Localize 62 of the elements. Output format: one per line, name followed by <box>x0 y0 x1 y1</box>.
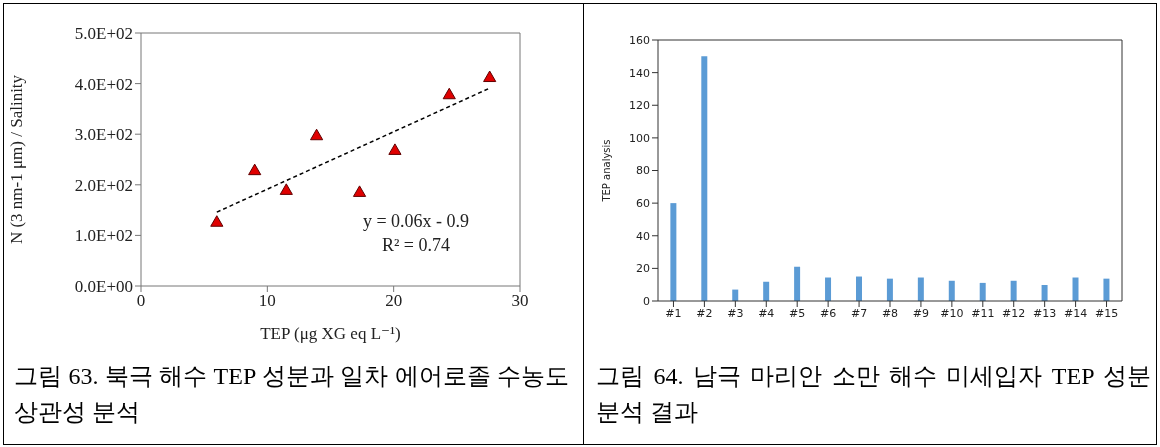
x-tick-label: #5 <box>789 306 806 320</box>
x-tick-label: #3 <box>727 306 744 320</box>
x-tick-label: #12 <box>1002 306 1026 320</box>
y-tick-label: 4.0E+02 <box>74 74 133 94</box>
bar <box>763 281 770 301</box>
y-tick-label: 0.0E+00 <box>74 277 133 297</box>
y-tick-label: 2.0E+02 <box>74 175 133 195</box>
x-axis-title: TEP (μg XG eq L⁻¹) <box>260 324 401 343</box>
x-tick-label: #11 <box>971 306 995 320</box>
annotation: y = 0.06x - 0.9 <box>361 211 471 232</box>
x-tick-label: 10 <box>258 291 276 311</box>
x-tick-label: #15 <box>1094 306 1119 320</box>
y-tick-label: 100 <box>629 131 650 145</box>
y-axis-title: N (3 nm-1 μm) / Salinity <box>7 74 27 245</box>
bar <box>794 266 801 301</box>
y-tick-label: 3.0E+02 <box>74 125 133 145</box>
y-tick-label: 160 <box>629 33 650 47</box>
y-tick-label: 80 <box>636 164 650 178</box>
bar <box>917 277 924 301</box>
x-tick-label: #1 <box>665 306 682 320</box>
y-tick-label: 60 <box>636 197 650 211</box>
x-tick-label: #13 <box>1033 306 1057 320</box>
x-tick-label: #7 <box>850 306 868 320</box>
x-tick-label: #6 <box>820 306 837 320</box>
y-tick-label: 140 <box>629 66 650 80</box>
point <box>248 163 262 176</box>
x-tick-label: 30 <box>511 291 529 311</box>
y-tick-label: 5.0E+02 <box>74 24 133 44</box>
text: 그림 63. 북극 해수 TEP 성분과 일차 에어로졸 수농도 상관성 분석 <box>14 362 569 427</box>
bar <box>1072 277 1079 301</box>
x-tick-label: #2 <box>696 306 713 320</box>
bar <box>1041 285 1048 301</box>
bar <box>1103 278 1110 301</box>
x-tick-label: 20 <box>385 291 403 311</box>
bar <box>855 276 862 301</box>
bar <box>948 280 955 301</box>
x-tick-label: #8 <box>881 306 899 320</box>
bar <box>825 277 832 301</box>
y-tick-label: 20 <box>636 262 650 276</box>
point <box>279 183 293 195</box>
x-tick-label: #9 <box>912 306 930 320</box>
point <box>210 215 224 227</box>
y-tick-label: 120 <box>629 99 650 113</box>
annotation: R² = 0.74 <box>380 235 452 256</box>
y-tick-label: 40 <box>636 229 650 243</box>
point <box>483 70 497 83</box>
point <box>388 143 402 155</box>
point <box>310 128 324 141</box>
x-tick-label: #4 <box>758 306 775 320</box>
bar <box>701 56 708 301</box>
point <box>442 87 456 100</box>
bar <box>1010 280 1017 301</box>
x-tick-label: 0 <box>136 291 146 311</box>
text: 그림 64. 남극 마리안 소만 해수 미세입자 TEP 성분 분석 결과 <box>596 362 1151 427</box>
bar <box>979 282 986 301</box>
x-tick-label: #14 <box>1063 306 1088 320</box>
y-tick-label: 1.0E+02 <box>74 226 133 246</box>
bar <box>670 203 677 301</box>
point <box>352 185 367 197</box>
y-axis-title: TEP analysis <box>600 139 612 203</box>
x-tick-label: #10 <box>940 306 964 320</box>
bar <box>886 278 893 301</box>
